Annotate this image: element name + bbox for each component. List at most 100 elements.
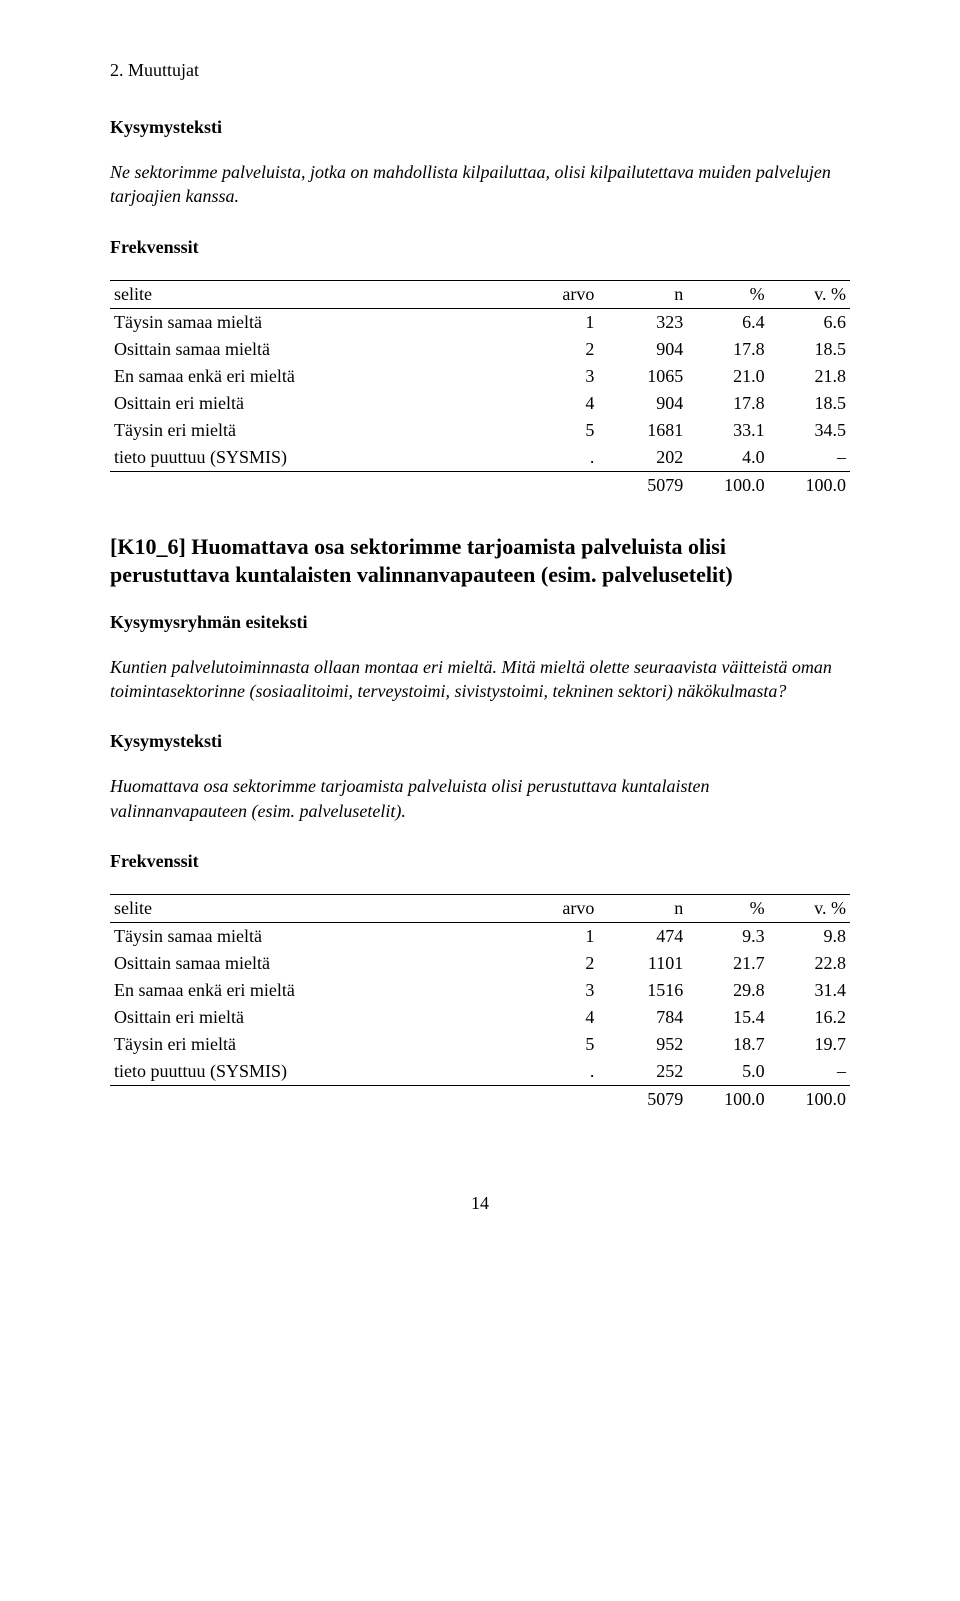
cell-vpc: 16.2 xyxy=(769,1004,850,1031)
cell-n: 1516 xyxy=(598,977,687,1004)
cell-pc: 33.1 xyxy=(687,417,768,444)
cell-vpc: 18.5 xyxy=(769,336,850,363)
col-selite: selite xyxy=(110,894,524,922)
frekvenssit-label-2: Frekvenssit xyxy=(110,851,850,872)
cell-arvo: 1 xyxy=(524,922,598,950)
cell-n: 904 xyxy=(598,390,687,417)
cell-n: 1065 xyxy=(598,363,687,390)
cell-vpc: 6.6 xyxy=(769,308,850,336)
cell-n: 952 xyxy=(598,1031,687,1058)
frekvenssit-label-1: Frekvenssit xyxy=(110,237,850,258)
cell-selite: Täysin eri mieltä xyxy=(110,1031,524,1058)
table-header-row: selite arvo n % v. % xyxy=(110,280,850,308)
table-row: Täysin samaa mieltä 1 323 6.4 6.6 xyxy=(110,308,850,336)
cell-selite: Täysin samaa mieltä xyxy=(110,922,524,950)
cell-vpc: – xyxy=(769,1058,850,1086)
cell-pc: 100.0 xyxy=(687,1085,768,1113)
frequency-table-2: selite arvo n % v. % Täysin samaa mieltä… xyxy=(110,894,850,1113)
cell-arvo: 1 xyxy=(524,308,598,336)
cell-n: 1101 xyxy=(598,950,687,977)
table-header-row: selite arvo n % v. % xyxy=(110,894,850,922)
cell-arvo: 2 xyxy=(524,950,598,977)
cell-vpc: 21.8 xyxy=(769,363,850,390)
esiteksti-label: Kysymysryhmän esiteksti xyxy=(110,612,850,633)
kysymysteksti-text-1: Ne sektorimme palveluista, jotka on mahd… xyxy=(110,160,850,209)
table-row: Osittain samaa mieltä 2 904 17.8 18.5 xyxy=(110,336,850,363)
frequency-table-1: selite arvo n % v. % Täysin samaa mieltä… xyxy=(110,280,850,499)
col-arvo: arvo xyxy=(524,280,598,308)
cell-arvo: 5 xyxy=(524,417,598,444)
page-number: 14 xyxy=(110,1193,850,1214)
cell-selite: Täysin samaa mieltä xyxy=(110,308,524,336)
cell-pc: 9.3 xyxy=(687,922,768,950)
cell-arvo: 5 xyxy=(524,1031,598,1058)
cell-selite: Osittain eri mieltä xyxy=(110,1004,524,1031)
cell-pc: 21.7 xyxy=(687,950,768,977)
col-pc: % xyxy=(687,280,768,308)
cell-pc: 18.7 xyxy=(687,1031,768,1058)
col-selite: selite xyxy=(110,280,524,308)
table-row: Täysin eri mieltä 5 1681 33.1 34.5 xyxy=(110,417,850,444)
col-arvo: arvo xyxy=(524,894,598,922)
cell-n: 784 xyxy=(598,1004,687,1031)
cell-vpc: – xyxy=(769,444,850,472)
cell-selite: En samaa enkä eri mieltä xyxy=(110,977,524,1004)
cell-vpc: 31.4 xyxy=(769,977,850,1004)
table-row: Täysin eri mieltä 5 952 18.7 19.7 xyxy=(110,1031,850,1058)
kysymysteksti-label-1: Kysymysteksti xyxy=(110,117,850,138)
cell-n: 904 xyxy=(598,336,687,363)
cell-vpc: 100.0 xyxy=(769,1085,850,1113)
cell-arvo: 4 xyxy=(524,1004,598,1031)
cell-selite: Osittain samaa mieltä xyxy=(110,336,524,363)
table-row: Täysin samaa mieltä 1 474 9.3 9.8 xyxy=(110,922,850,950)
cell-arvo: . xyxy=(524,1058,598,1086)
kysymysteksti-label-2: Kysymysteksti xyxy=(110,731,850,752)
col-vpc: v. % xyxy=(769,280,850,308)
cell-selite: Täysin eri mieltä xyxy=(110,417,524,444)
cell-pc: 21.0 xyxy=(687,363,768,390)
table-row: Osittain eri mieltä 4 904 17.8 18.5 xyxy=(110,390,850,417)
cell-arvo: 3 xyxy=(524,363,598,390)
table-row: Osittain eri mieltä 4 784 15.4 16.2 xyxy=(110,1004,850,1031)
cell-n: 1681 xyxy=(598,417,687,444)
cell-vpc: 18.5 xyxy=(769,390,850,417)
cell-selite: tieto puuttuu (SYSMIS) xyxy=(110,1058,524,1086)
cell-pc: 100.0 xyxy=(687,471,768,499)
cell-vpc: 22.8 xyxy=(769,950,850,977)
cell-vpc: 34.5 xyxy=(769,417,850,444)
cell-selite: En samaa enkä eri mieltä xyxy=(110,363,524,390)
cell-selite: Osittain eri mieltä xyxy=(110,390,524,417)
cell-arvo: 3 xyxy=(524,977,598,1004)
table-row: tieto puuttuu (SYSMIS) . 202 4.0 – xyxy=(110,444,850,472)
cell-pc: 17.8 xyxy=(687,336,768,363)
cell-pc: 4.0 xyxy=(687,444,768,472)
cell-selite: tieto puuttuu (SYSMIS) xyxy=(110,444,524,472)
cell-pc: 6.4 xyxy=(687,308,768,336)
cell-arvo: 4 xyxy=(524,390,598,417)
cell-arvo: 2 xyxy=(524,336,598,363)
variable-heading: [K10_6] Huomattava osa sektorimme tarjoa… xyxy=(110,533,850,590)
cell-n: 202 xyxy=(598,444,687,472)
cell-n: 5079 xyxy=(598,471,687,499)
table-total-row: 5079 100.0 100.0 xyxy=(110,471,850,499)
cell-vpc: 9.8 xyxy=(769,922,850,950)
cell-n: 5079 xyxy=(598,1085,687,1113)
table-row: tieto puuttuu (SYSMIS) . 252 5.0 – xyxy=(110,1058,850,1086)
col-n: n xyxy=(598,280,687,308)
cell-arvo: . xyxy=(524,444,598,472)
table-row: Osittain samaa mieltä 2 1101 21.7 22.8 xyxy=(110,950,850,977)
cell-pc: 17.8 xyxy=(687,390,768,417)
cell-pc: 29.8 xyxy=(687,977,768,1004)
table-row: En samaa enkä eri mieltä 3 1065 21.0 21.… xyxy=(110,363,850,390)
cell-n: 252 xyxy=(598,1058,687,1086)
cell-vpc: 19.7 xyxy=(769,1031,850,1058)
table-row: En samaa enkä eri mieltä 3 1516 29.8 31.… xyxy=(110,977,850,1004)
table-total-row: 5079 100.0 100.0 xyxy=(110,1085,850,1113)
cell-pc: 5.0 xyxy=(687,1058,768,1086)
running-head: 2. Muuttujat xyxy=(110,60,850,81)
cell-n: 323 xyxy=(598,308,687,336)
cell-pc: 15.4 xyxy=(687,1004,768,1031)
cell-vpc: 100.0 xyxy=(769,471,850,499)
col-vpc: v. % xyxy=(769,894,850,922)
col-pc: % xyxy=(687,894,768,922)
